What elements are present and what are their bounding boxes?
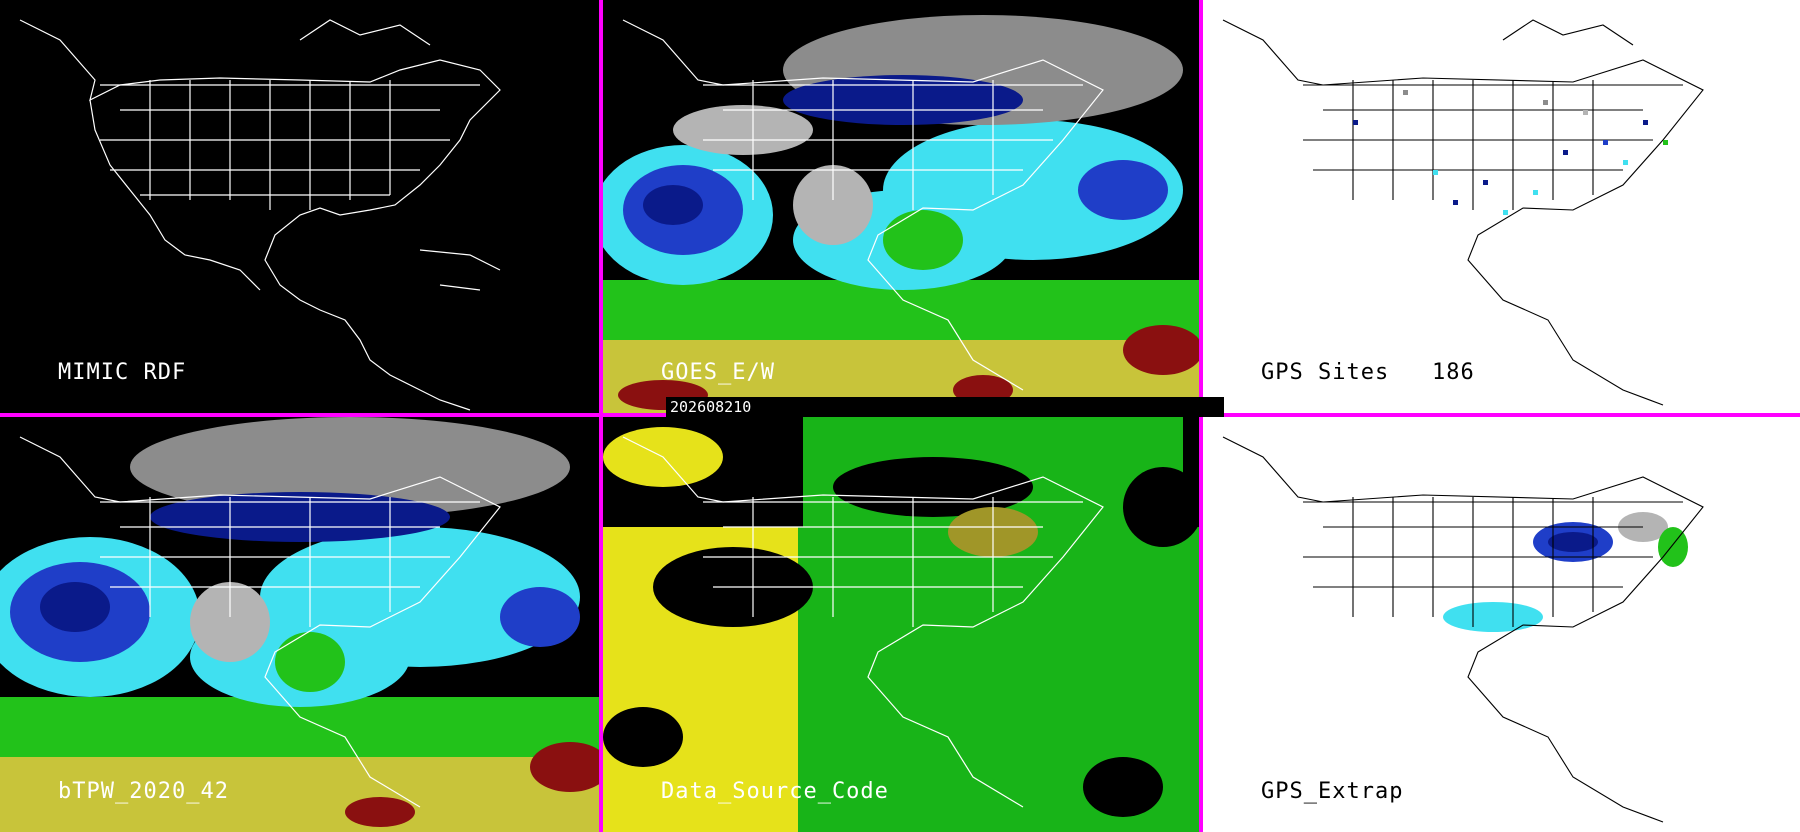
panel-label-btpw: bTPW_2020_42: [58, 779, 229, 804]
gps-sites-map: [1222, 19, 1704, 406]
tpw-image-btpw: [0, 417, 599, 832]
map-outline-mimic: [19, 19, 501, 411]
panel-mimic-rdf: MIMIC RDF: [0, 0, 599, 413]
panel-gps-extrap: GPS_Extrap: [1203, 417, 1800, 832]
panel-goes-ew: GOES_E/W: [603, 0, 1199, 413]
panel-label-gps-extrap: GPS_Extrap: [1261, 779, 1404, 804]
panel-btpw: bTPW_2020_42: [0, 417, 599, 832]
panel-label-gps-sites: GPS Sites 186: [1261, 360, 1475, 385]
tpw-image-goes: [603, 15, 1199, 413]
panel-label-data-source: Data_Source_Code: [661, 779, 889, 804]
panel-label-goes: GOES_E/W: [661, 360, 775, 385]
gps-extrap-map: [1222, 436, 1704, 823]
data-source-image: [603, 417, 1199, 832]
timestamp-bar: 202608210: [666, 397, 1224, 417]
panel-gps-sites: GPS Sites 186: [1203, 0, 1800, 413]
panel-label-mimic: MIMIC RDF: [58, 360, 187, 385]
gps-sites-count: 186: [1431, 360, 1475, 385]
panel-data-source-code: Data_Source_Code: [603, 417, 1199, 832]
